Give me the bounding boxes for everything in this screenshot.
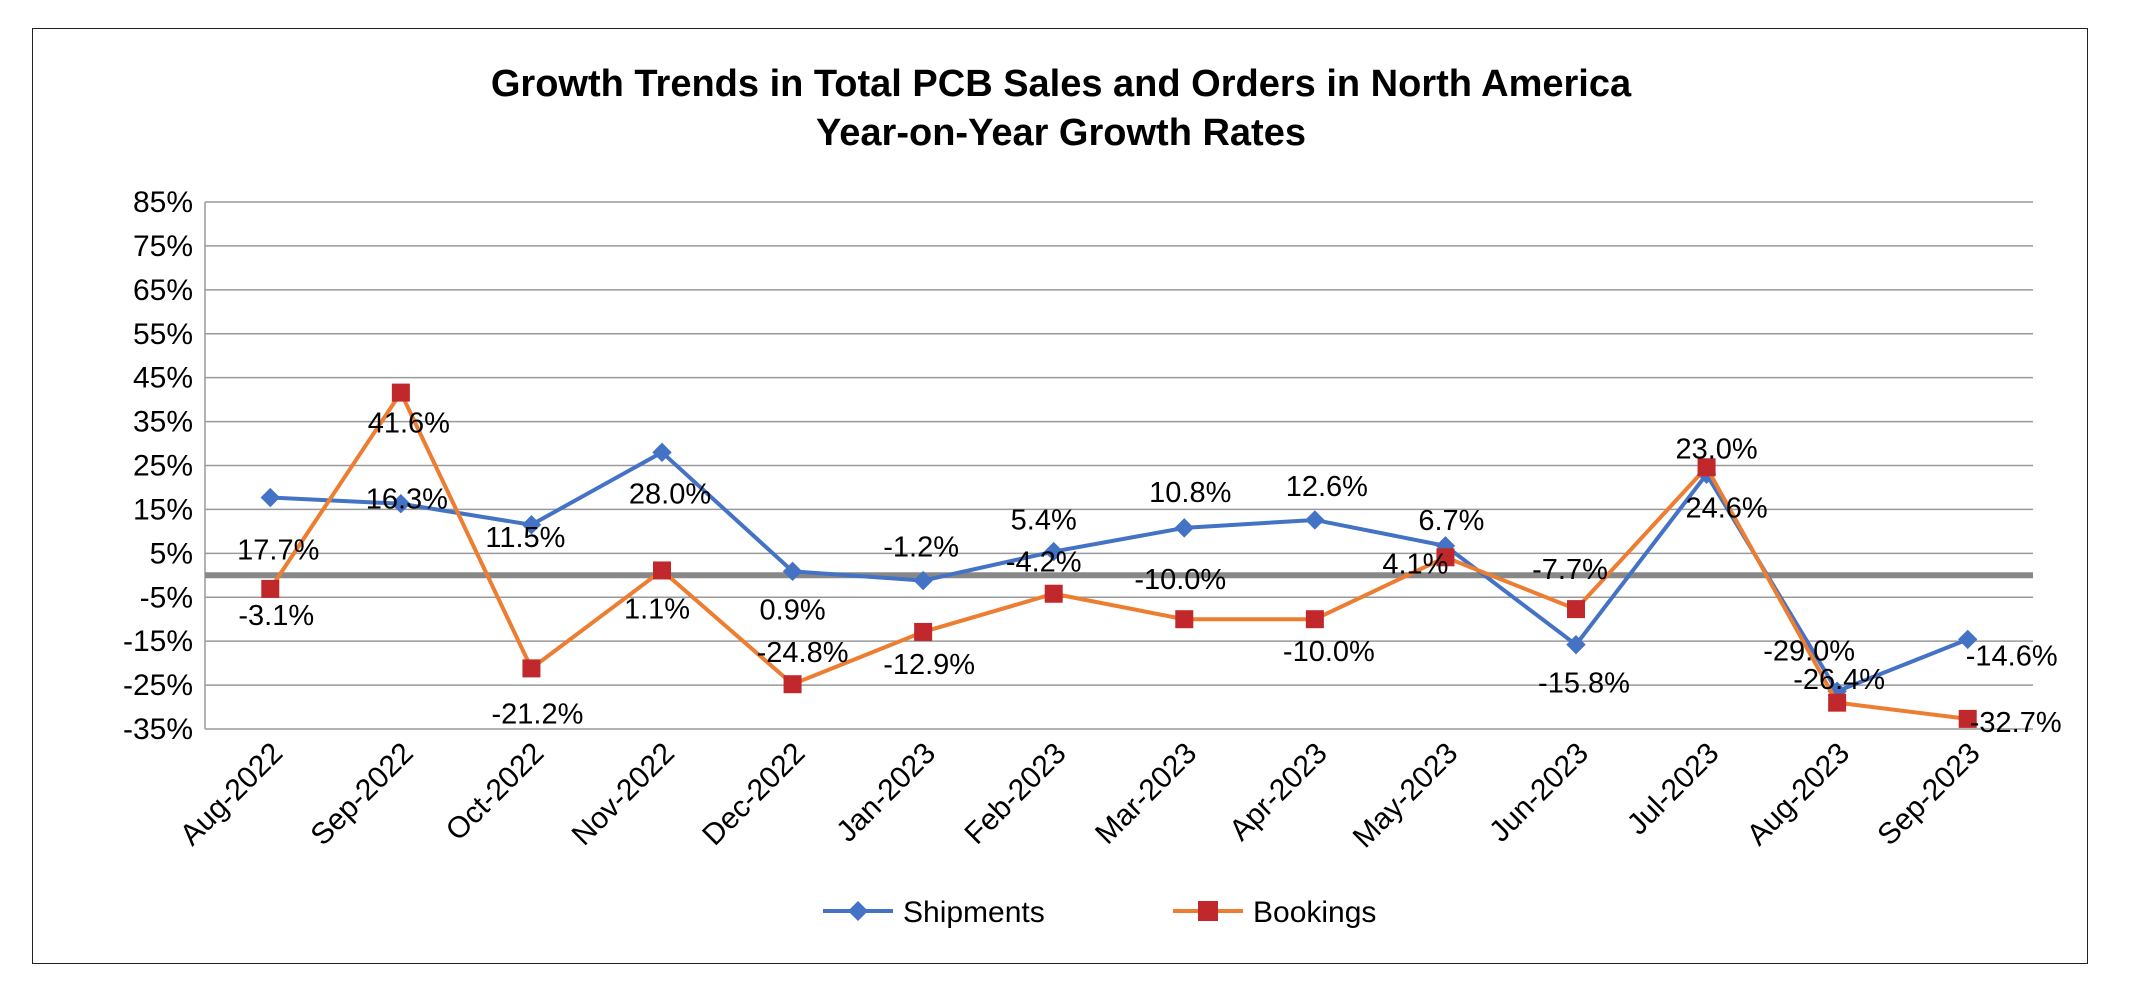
y-tick-label: 15% bbox=[133, 493, 193, 526]
y-tick-label: -5% bbox=[140, 581, 193, 614]
bookings-data-label: -29.0% bbox=[1763, 636, 1855, 668]
shipments-data-label: 6.7% bbox=[1418, 505, 1484, 537]
legend-item-bookings: Bookings bbox=[1173, 896, 1376, 929]
y-tick-label: 55% bbox=[133, 318, 193, 351]
x-tick-label: Oct-2022 bbox=[440, 737, 551, 848]
line-chart: Growth Trends in Total PCB Sales and Ord… bbox=[123, 63, 2062, 929]
legend-diamond-marker bbox=[848, 901, 868, 921]
shipments-data-label: 10.8% bbox=[1149, 477, 1231, 509]
chart-frame: Growth Trends in Total PCB Sales and Ord… bbox=[32, 28, 2088, 964]
shipments-data-label: -26.4% bbox=[1793, 664, 1885, 696]
shipments-point bbox=[913, 570, 933, 591]
bookings-data-label: -7.7% bbox=[1532, 554, 1608, 586]
legend-item-shipments: Shipments bbox=[823, 896, 1045, 929]
shipments-point bbox=[1044, 541, 1064, 562]
bookings-point bbox=[261, 579, 280, 598]
bookings-point bbox=[1697, 458, 1716, 477]
shipments-point bbox=[1958, 629, 1978, 650]
shipments-point bbox=[391, 494, 411, 514]
y-axis-ticks: 85% 75% 65% 55% 45% 35% 25% 15% 5% -5% -15% -25% -35… bbox=[123, 186, 193, 746]
shipments-point bbox=[521, 515, 542, 535]
bookings-data-label: -24.8% bbox=[757, 637, 849, 669]
bookings-data-label: -32.7% bbox=[1970, 707, 2062, 739]
shipments-data-label: -1.2% bbox=[883, 532, 959, 564]
shipments-data-label: 5.4% bbox=[1011, 505, 1077, 537]
bookings-data-label: -10.0% bbox=[1134, 564, 1226, 596]
shipments-point bbox=[260, 487, 280, 508]
shipments-data-label: 12.6% bbox=[1286, 471, 1368, 503]
shipments-point bbox=[652, 442, 672, 463]
y-tick-label: 35% bbox=[133, 406, 193, 439]
y-tick-label: 5% bbox=[150, 537, 193, 570]
shipments-data-label: 23.0% bbox=[1675, 433, 1757, 465]
legend: Shipments Bookings bbox=[823, 896, 1376, 929]
y-tick-label: 45% bbox=[133, 362, 193, 395]
series-line-bookings bbox=[268, 388, 1968, 721]
chart-subtitle: Year-on-Year Growth Rates bbox=[816, 112, 1306, 154]
shipments-data-label: 17.7% bbox=[237, 535, 319, 567]
data-labels: 17.7% 16.3% 11.5% 28.0% 0.9% -1.2% 5.4% 10.8% 12… bbox=[237, 408, 2061, 739]
legend-label: Bookings bbox=[1253, 896, 1376, 929]
bookings-data-label: -12.9% bbox=[883, 649, 975, 681]
shipments-point bbox=[782, 561, 803, 582]
bookings-point bbox=[1436, 548, 1455, 567]
legend-square-marker bbox=[1198, 901, 1218, 921]
shipments-point bbox=[1305, 510, 1325, 530]
legend-label: Shipments bbox=[903, 896, 1045, 929]
shipments-data-label: 28.0% bbox=[629, 478, 711, 510]
y-tick-label: -25% bbox=[123, 669, 193, 702]
bookings-point bbox=[1305, 610, 1324, 629]
y-tick-label: -35% bbox=[123, 713, 193, 746]
shipments-data-label: 11.5% bbox=[485, 522, 565, 554]
shipments-data-label: -14.6% bbox=[1966, 640, 2058, 672]
bookings-point bbox=[391, 383, 410, 402]
y-tick-label: 65% bbox=[133, 274, 193, 307]
bookings-point bbox=[1044, 584, 1063, 603]
bookings-data-label: 41.6% bbox=[368, 408, 450, 440]
x-tick-label: Aug-2023 bbox=[1741, 737, 1856, 852]
x-tick-label: Jul-2023 bbox=[1621, 737, 1726, 842]
bookings-point bbox=[1958, 709, 1977, 728]
bookings-point bbox=[653, 561, 671, 580]
bookings-point bbox=[783, 675, 802, 694]
bookings-data-label: -21.2% bbox=[491, 698, 583, 730]
y-tick-label: -15% bbox=[123, 625, 193, 658]
shipments-data-label: 16.3% bbox=[366, 484, 448, 516]
x-tick-label: Jun-2023 bbox=[1483, 737, 1595, 849]
x-tick-label: Sep-2022 bbox=[304, 737, 419, 852]
x-tick-label: Feb-2023 bbox=[959, 737, 1073, 851]
x-tick-label: Nov-2022 bbox=[566, 737, 681, 852]
bookings-point bbox=[1175, 610, 1194, 629]
x-tick-label: Sep-2023 bbox=[1871, 737, 1986, 852]
gridlines bbox=[204, 201, 2033, 730]
x-tick-label: Dec-2022 bbox=[696, 737, 811, 852]
shipments-data-label: 0.9% bbox=[760, 594, 826, 626]
bookings-data-label: 24.6% bbox=[1685, 492, 1767, 524]
shipments-data-label: -15.8% bbox=[1538, 668, 1630, 700]
bookings-data-label: 4.1% bbox=[1382, 548, 1448, 580]
series-lines bbox=[260, 383, 1978, 728]
x-tick-label: Jan-2023 bbox=[830, 737, 942, 849]
bookings-point bbox=[1828, 693, 1847, 712]
shipments-point bbox=[1566, 634, 1586, 655]
bookings-point bbox=[522, 659, 541, 678]
x-tick-label: Apr-2023 bbox=[1223, 737, 1334, 848]
bookings-point bbox=[1567, 600, 1585, 619]
bookings-data-label: -10.0% bbox=[1283, 636, 1375, 668]
bookings-data-label: 1.1% bbox=[624, 593, 690, 625]
y-tick-label: 25% bbox=[133, 450, 193, 483]
x-axis-ticks: Aug-2022 Sep-2022 Oct-2022 Nov-2022 Dec-2022… bbox=[174, 737, 1987, 855]
shipments-point bbox=[1174, 518, 1194, 538]
x-tick-label: May-2023 bbox=[1347, 737, 1465, 855]
bookings-data-label: -3.1% bbox=[238, 600, 314, 632]
chart-title: Growth Trends in Total PCB Sales and Ord… bbox=[491, 63, 1632, 105]
series-line-shipments bbox=[270, 449, 1969, 694]
bookings-point bbox=[914, 622, 933, 641]
bookings-data-label: -4.2% bbox=[1006, 547, 1082, 579]
y-tick-label: 85% bbox=[133, 186, 193, 219]
x-tick-label: Mar-2023 bbox=[1089, 737, 1203, 851]
x-tick-label: Aug-2022 bbox=[174, 737, 289, 852]
y-tick-label: 75% bbox=[133, 230, 193, 263]
